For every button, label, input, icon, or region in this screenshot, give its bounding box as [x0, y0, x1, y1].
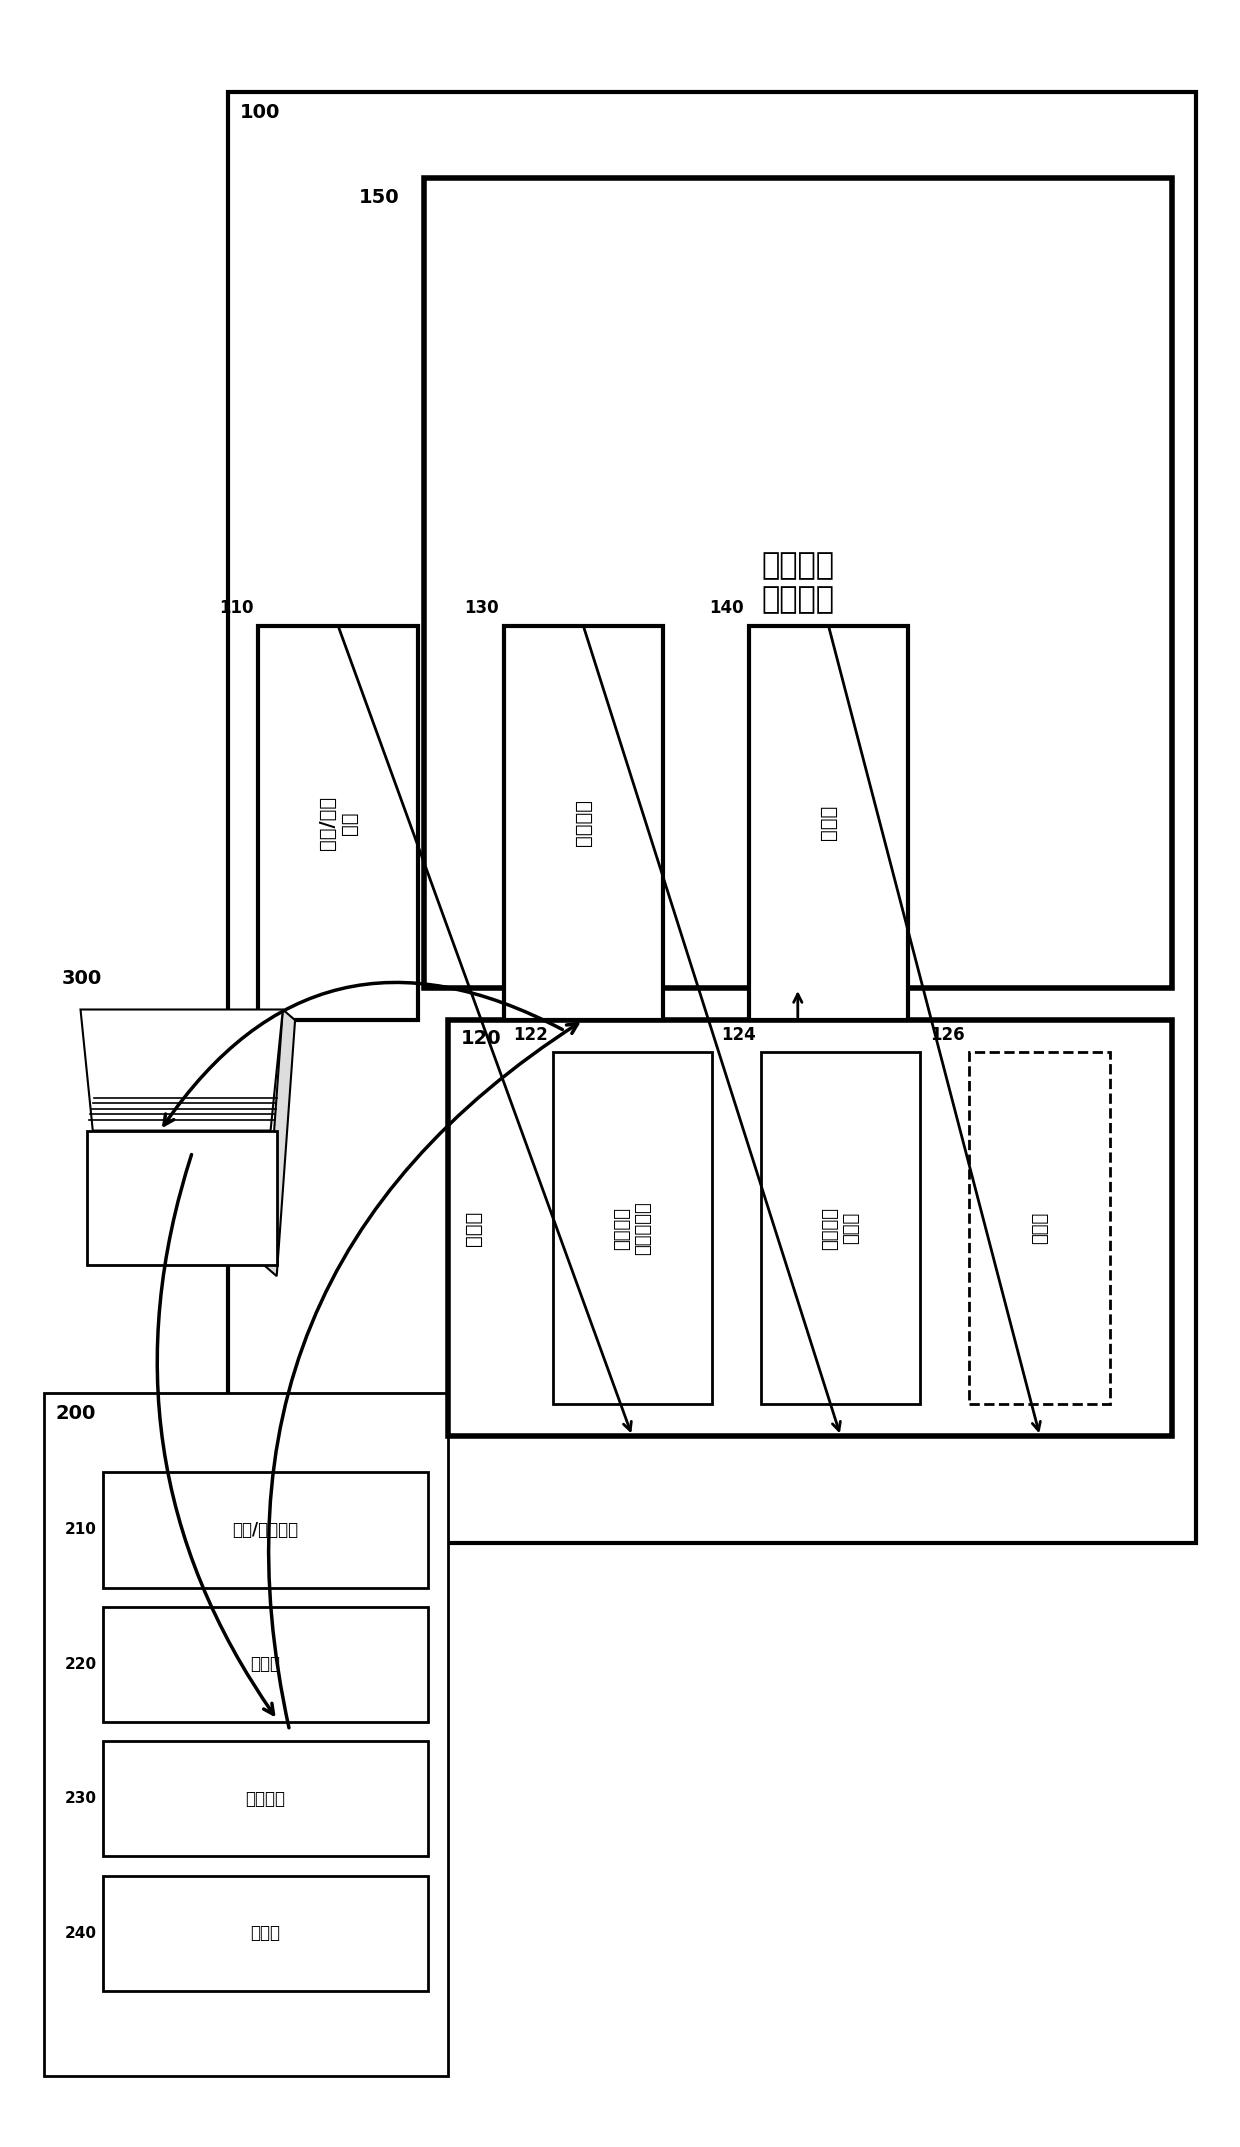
Text: 通信单元: 通信单元 — [246, 1791, 285, 1808]
Text: 200: 200 — [56, 1404, 97, 1423]
Text: 220: 220 — [64, 1657, 97, 1673]
Text: 126: 126 — [930, 1026, 965, 1043]
Text: 210: 210 — [64, 1522, 97, 1537]
FancyBboxPatch shape — [103, 1606, 428, 1722]
Text: 230: 230 — [64, 1791, 97, 1806]
FancyBboxPatch shape — [103, 1741, 428, 1857]
Text: 300: 300 — [62, 968, 103, 988]
Text: 控制器: 控制器 — [250, 1655, 280, 1673]
FancyBboxPatch shape — [43, 1393, 449, 2076]
FancyArrowPatch shape — [269, 1024, 578, 1728]
Text: 122: 122 — [513, 1026, 548, 1043]
FancyBboxPatch shape — [87, 1131, 277, 1265]
Text: 124: 124 — [722, 1026, 756, 1043]
FancyBboxPatch shape — [258, 625, 418, 1020]
FancyArrowPatch shape — [157, 1155, 274, 1713]
FancyBboxPatch shape — [553, 1052, 712, 1404]
FancyBboxPatch shape — [449, 1020, 1172, 1436]
Text: 100: 100 — [239, 103, 280, 122]
Text: 150: 150 — [358, 189, 399, 208]
Text: 输入/输出
单元: 输入/输出 单元 — [317, 797, 358, 850]
FancyBboxPatch shape — [424, 178, 1172, 988]
Text: 通信单元: 通信单元 — [574, 799, 593, 846]
Text: 计时器: 计时器 — [1030, 1213, 1049, 1245]
FancyArrowPatch shape — [164, 983, 563, 1125]
FancyBboxPatch shape — [761, 1052, 920, 1404]
Polygon shape — [264, 1009, 295, 1275]
Text: 240: 240 — [64, 1926, 97, 1941]
Text: 图像形戚
作业单元: 图像形戚 作业单元 — [761, 552, 835, 614]
Text: 控制器: 控制器 — [464, 1211, 484, 1245]
Text: 140: 140 — [709, 599, 744, 616]
FancyBboxPatch shape — [503, 625, 663, 1020]
FancyBboxPatch shape — [749, 625, 908, 1020]
FancyBboxPatch shape — [103, 1473, 428, 1587]
Text: 130: 130 — [464, 599, 498, 616]
Text: 110: 110 — [219, 599, 253, 616]
Polygon shape — [81, 1009, 283, 1131]
FancyBboxPatch shape — [103, 1876, 428, 1990]
Text: 存储器: 存储器 — [250, 1924, 280, 1943]
FancyBboxPatch shape — [970, 1052, 1111, 1404]
Text: 预热开始
控制器: 预热开始 控制器 — [821, 1207, 861, 1250]
Text: 输入/输出单元: 输入/输出单元 — [232, 1520, 298, 1539]
Text: 存储器: 存储器 — [818, 805, 838, 839]
Text: 120: 120 — [460, 1028, 501, 1048]
FancyBboxPatch shape — [228, 92, 1197, 1544]
Text: 预热开始
时间确定器: 预热开始 时间确定器 — [613, 1202, 652, 1256]
